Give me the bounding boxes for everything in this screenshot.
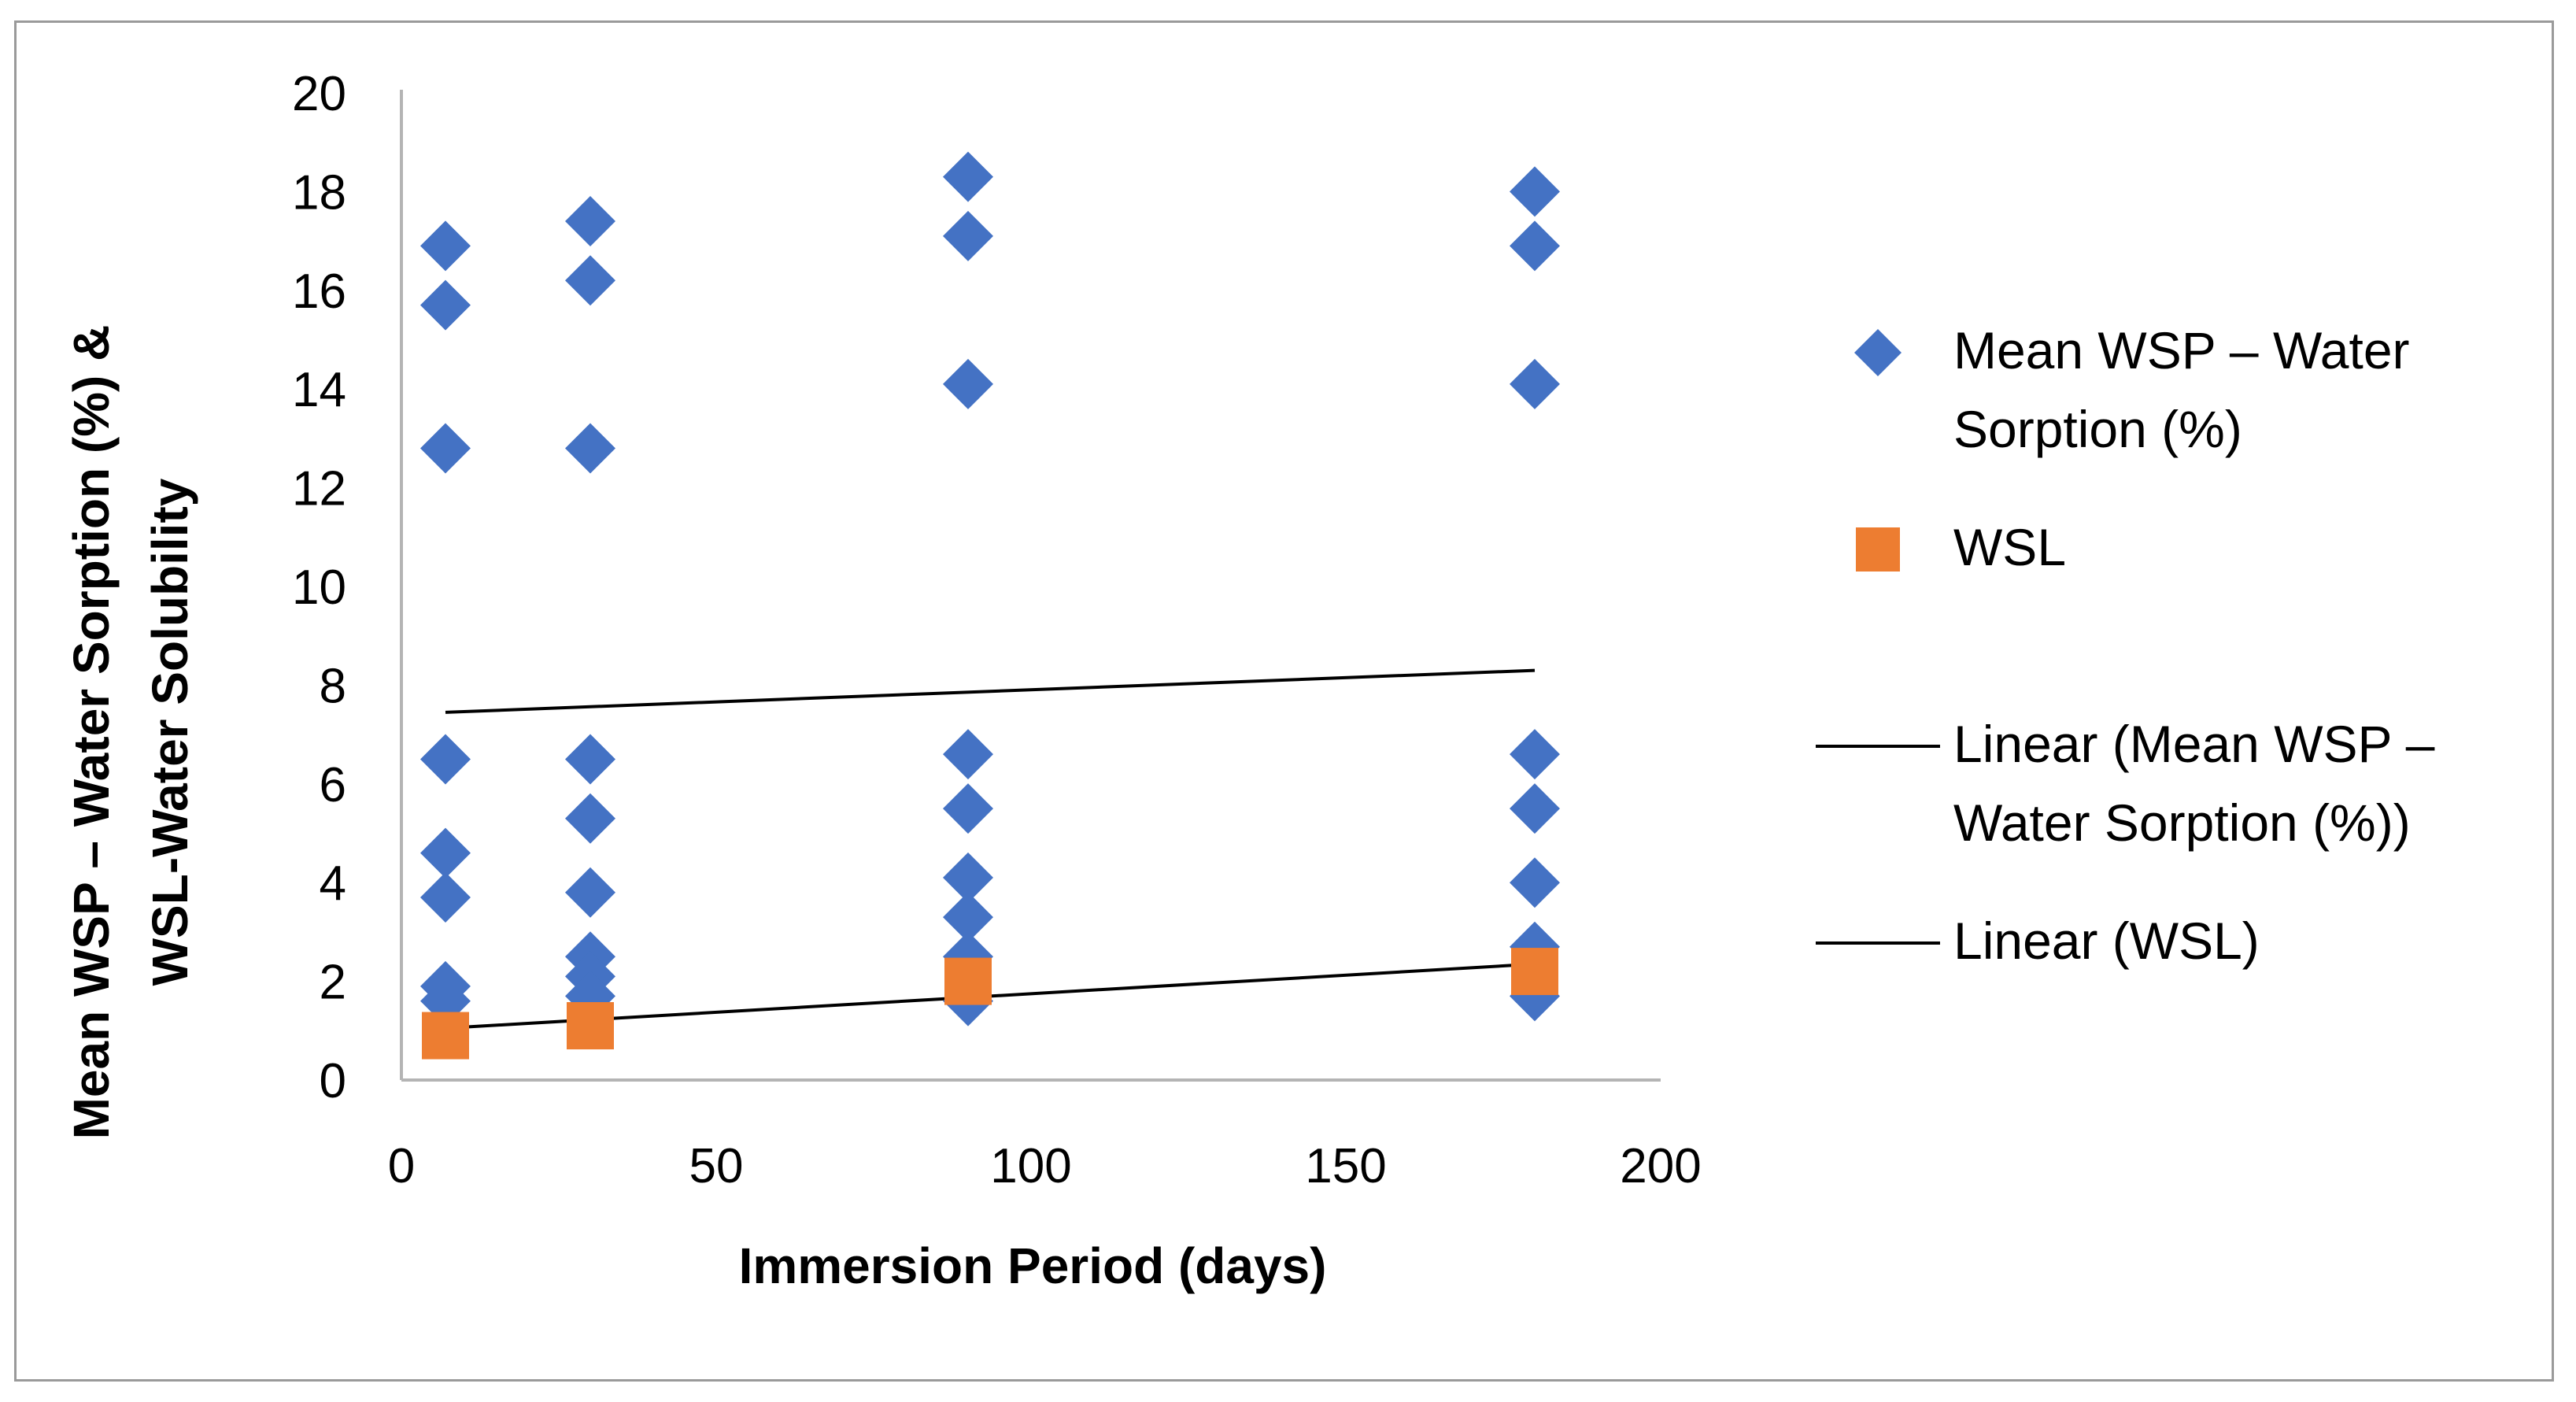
y-tick-label: 10 xyxy=(292,560,346,615)
wsl-point xyxy=(1511,948,1558,996)
y-tick-label: 8 xyxy=(320,659,346,713)
x-tick-label: 200 xyxy=(1620,1139,1701,1193)
legend-label: Water Sorption (%)) xyxy=(1953,793,2411,852)
wsp-point xyxy=(1510,166,1560,217)
legend-label: WSL xyxy=(1953,518,2066,576)
wsp-point xyxy=(565,867,615,918)
wsp-point xyxy=(943,783,993,834)
y-tick-label: 2 xyxy=(320,956,346,1010)
legend-label: Linear (Mean WSP – xyxy=(1953,715,2435,773)
x-tick-label: 0 xyxy=(388,1139,415,1193)
wsl-point xyxy=(422,1012,469,1060)
wsp-point xyxy=(1510,729,1560,780)
x-tick-label: 50 xyxy=(689,1139,744,1193)
y-tick-label: 18 xyxy=(292,165,346,220)
wsp-point xyxy=(565,423,615,474)
wsp-point xyxy=(565,793,615,844)
y-tick-label: 20 xyxy=(292,67,346,121)
wsp-point xyxy=(420,423,471,474)
y-tick-label: 14 xyxy=(292,363,346,417)
y-axis-title: Mean WSP – Water Sorption (%) & WSL-Wate… xyxy=(63,325,198,1140)
legend: Mean WSP – Water Sorption (%) WSL Linear (M… xyxy=(1816,321,2435,970)
wsp-point xyxy=(943,729,993,780)
wsp-point xyxy=(943,852,993,903)
legend-diamond-icon xyxy=(1854,329,1902,376)
wsp-point xyxy=(565,255,615,306)
wsp-point xyxy=(420,220,471,272)
wsl-point xyxy=(944,957,992,1005)
y-tick-label: 16 xyxy=(292,264,346,319)
legend-label: Linear (WSL) xyxy=(1953,912,2260,970)
x-tick-label: 100 xyxy=(990,1139,1071,1193)
wsp-point xyxy=(943,892,993,943)
legend-square-icon xyxy=(1856,527,1900,572)
wsp-point xyxy=(1510,783,1560,834)
wsp-point xyxy=(1510,358,1560,409)
wsp-point xyxy=(565,734,615,785)
y-tick-label: 6 xyxy=(320,758,346,812)
y-axis-title-line-2: WSL-Water Solubility xyxy=(142,478,198,986)
wsp-point xyxy=(943,151,993,202)
x-tick-label: 150 xyxy=(1305,1139,1386,1193)
y-tick-label: 4 xyxy=(320,856,346,911)
wsp-point xyxy=(565,196,615,247)
y-tick-label: 0 xyxy=(320,1054,346,1108)
wsp-point xyxy=(420,734,471,785)
data-markers xyxy=(420,151,1560,1060)
wsp-point xyxy=(1510,220,1560,272)
x-axis-title: Immersion Period (days) xyxy=(739,1237,1327,1294)
wsp-point xyxy=(420,827,471,879)
y-axis-title-line-1: Mean WSP – Water Sorption (%) & xyxy=(63,325,120,1140)
wsp-point xyxy=(420,279,471,331)
wsp-point xyxy=(943,358,993,409)
y-tick-label: 12 xyxy=(292,462,346,516)
trendline xyxy=(445,668,1536,714)
wsp-point xyxy=(1510,857,1560,908)
wsl-point xyxy=(567,1002,614,1050)
legend-label: Sorption (%) xyxy=(1953,400,2242,458)
wsp-point xyxy=(420,872,471,923)
axes xyxy=(400,90,1661,1082)
legend-label: Mean WSP – Water xyxy=(1953,321,2410,379)
tick-labels: 0 50 100 150 200 0 2 4 6 8 10 12 14 16 18 20 xyxy=(292,67,1702,1193)
wsp-point xyxy=(943,210,993,261)
